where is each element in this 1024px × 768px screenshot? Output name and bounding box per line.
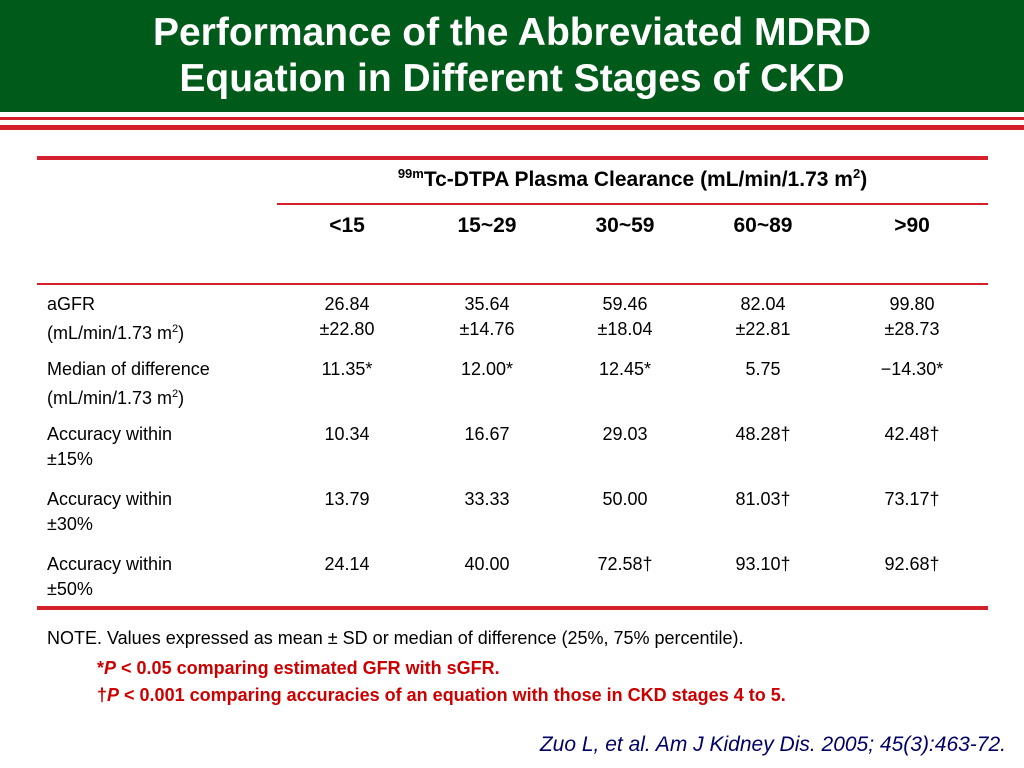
title-line-2: Equation in Different Stages of CKD bbox=[179, 57, 845, 100]
column-header: <15 bbox=[329, 214, 365, 237]
column-header: 30~59 bbox=[595, 214, 655, 237]
title-line-1: Performance of the Abbreviated MDRD bbox=[152, 11, 871, 54]
table-note: NOTE. Values expressed as mean ± SD or m… bbox=[47, 628, 744, 648]
table-cell: 35.64 ±14.76 bbox=[459, 294, 515, 339]
table-cell: −14.30* bbox=[880, 359, 944, 379]
column-header: >90 bbox=[894, 214, 930, 237]
group-header-close: ) bbox=[860, 168, 868, 191]
decor-stripe-thin bbox=[0, 117, 1024, 120]
table-cell: 12.45* bbox=[598, 359, 652, 379]
isotope-superscript: 99m bbox=[397, 166, 424, 181]
table-bottom-rule bbox=[37, 606, 988, 610]
footnote-p005: *P < 0.05 comparing estimated GFR with s… bbox=[97, 658, 500, 678]
table-cell: 72.58† bbox=[597, 554, 653, 574]
table-cell: 33.33 bbox=[464, 489, 510, 509]
row-label: aGFR (mL/min/1.73 m2) bbox=[47, 294, 185, 343]
table-cell: 12.00* bbox=[460, 359, 514, 379]
table-cell: 73.17† bbox=[884, 489, 940, 509]
table-cell: 5.75 bbox=[745, 359, 781, 379]
slide-title: Performance of the Abbreviated MDRD Equa… bbox=[0, 10, 1024, 102]
table-header-rule bbox=[37, 283, 988, 285]
table-cell: 82.04 ±22.81 bbox=[735, 294, 791, 339]
table-cell: 24.14 bbox=[324, 554, 370, 574]
row-label: Accuracy within ±50% bbox=[47, 554, 173, 599]
table-cell: 11.35* bbox=[321, 359, 373, 379]
unit-superscript: 2 bbox=[852, 166, 861, 181]
group-header-text: Tc-DTPA Plasma Clearance (mL/min/1.73 m bbox=[423, 168, 853, 191]
table-cell: 42.48† bbox=[884, 424, 940, 444]
table-cell: 40.00 bbox=[464, 554, 510, 574]
column-header: 15~29 bbox=[457, 214, 517, 237]
table-group-header: 99mTc-DTPA Plasma Clearance (mL/min/1.73… bbox=[277, 166, 988, 192]
table-cell: 26.84 ±22.80 bbox=[319, 294, 375, 339]
table-cell: 50.00 bbox=[602, 489, 648, 509]
table-cell: 16.67 bbox=[464, 424, 510, 444]
table-subheader-rule bbox=[277, 203, 988, 205]
footnote-p0001: †P < 0.001 comparing accuracies of an eq… bbox=[97, 685, 786, 705]
row-label: Accuracy within ±15% bbox=[47, 424, 173, 469]
table-cell: 29.03 bbox=[602, 424, 648, 444]
table-cell: 10.34 bbox=[324, 424, 370, 444]
column-header: 60~89 bbox=[733, 214, 793, 237]
row-label: Median of difference (mL/min/1.73 m2) bbox=[47, 359, 210, 408]
table-cell: 48.28† bbox=[735, 424, 791, 444]
row-label: Accuracy within ±30% bbox=[47, 489, 173, 534]
citation: Zuo L, et al. Am J Kidney Dis. 2005; 45(… bbox=[539, 733, 1006, 756]
table-cell: 92.68† bbox=[884, 554, 940, 574]
table-cell: 81.03† bbox=[735, 489, 791, 509]
decor-stripe-thick bbox=[0, 125, 1024, 130]
table-top-rule bbox=[37, 156, 988, 160]
table-cell: 13.79 bbox=[324, 489, 370, 509]
table-cell: 93.10† bbox=[735, 554, 791, 574]
title-banner: Performance of the Abbreviated MDRD Equa… bbox=[0, 0, 1024, 112]
table-cell: 59.46 ±18.04 bbox=[597, 294, 653, 339]
table-cell: 99.80 ±28.73 bbox=[884, 294, 940, 339]
